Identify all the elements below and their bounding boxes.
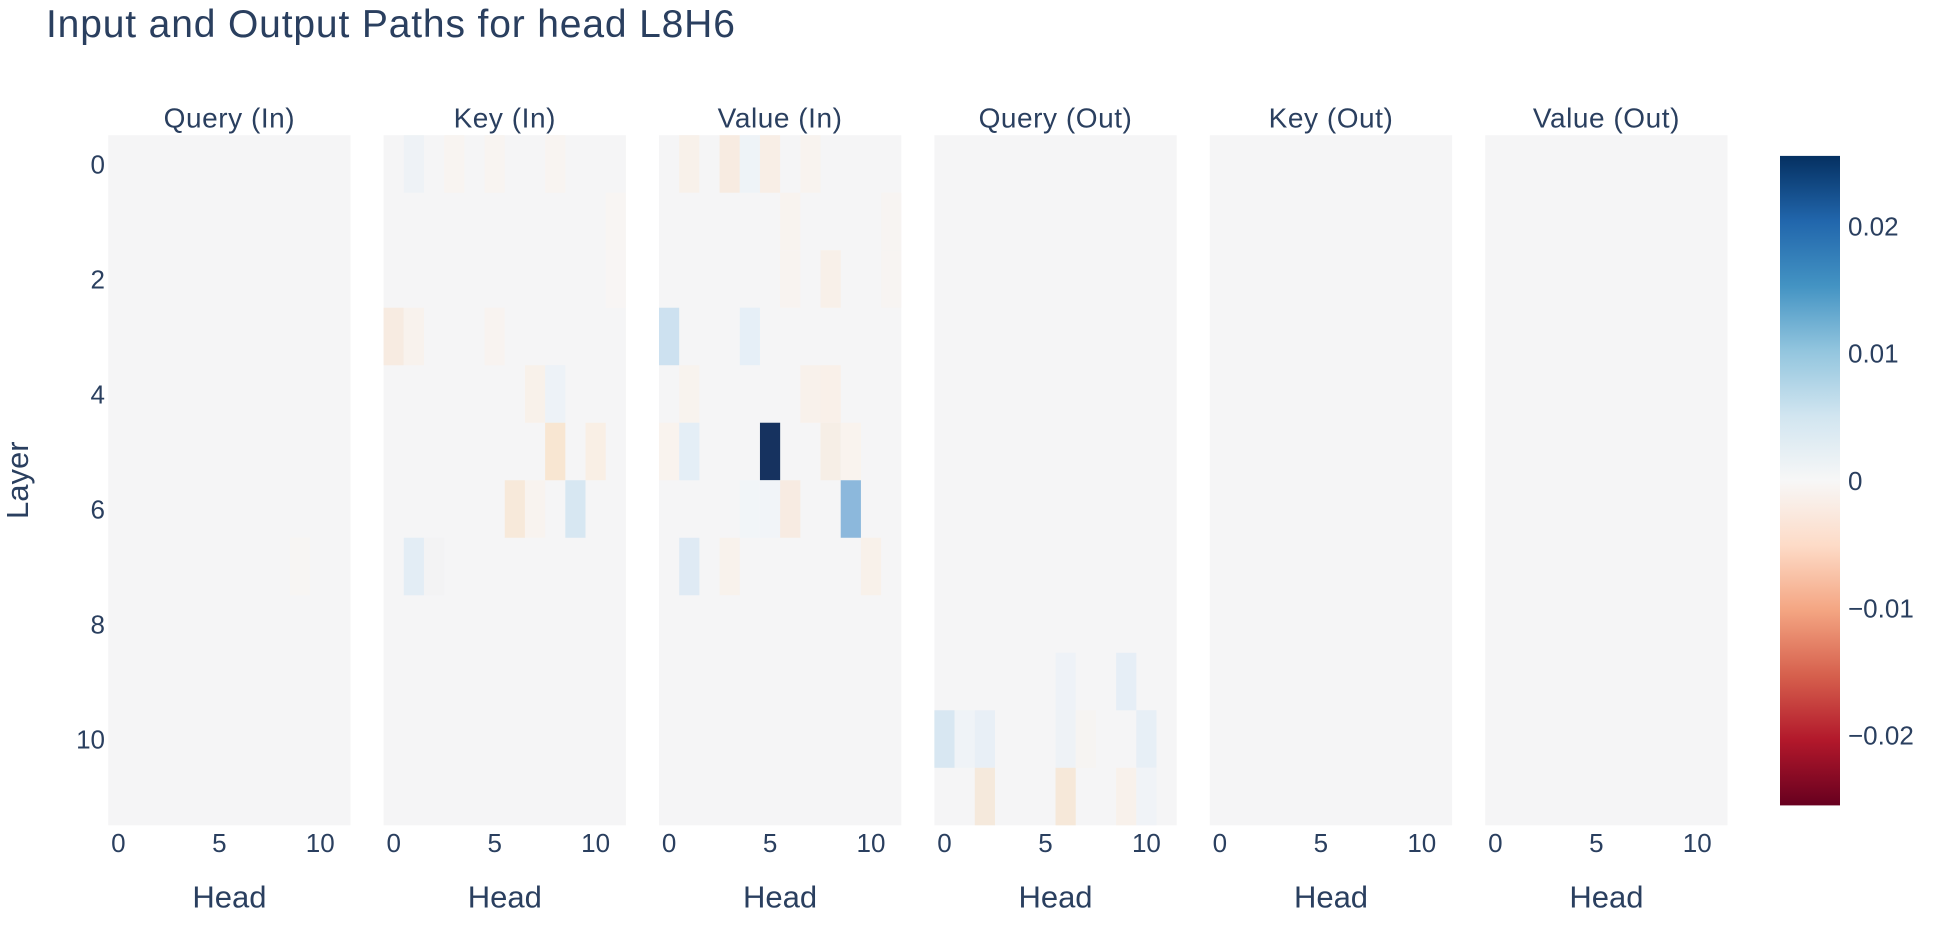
svg-text:Head: Head [1569, 880, 1643, 915]
svg-text:0: 0 [1488, 828, 1502, 858]
svg-text:Head: Head [1294, 880, 1368, 915]
svg-text:5: 5 [1038, 828, 1052, 858]
svg-text:Head: Head [192, 880, 266, 915]
svg-text:Query (In): Query (In) [164, 103, 296, 134]
svg-text:0: 0 [1848, 466, 1862, 496]
svg-text:0: 0 [91, 149, 105, 179]
svg-text:5: 5 [1314, 828, 1328, 858]
svg-text:10: 10 [76, 724, 105, 754]
svg-text:5: 5 [1589, 828, 1603, 858]
svg-text:Head: Head [468, 880, 542, 915]
svg-text:−0.02: −0.02 [1848, 721, 1914, 751]
svg-text:−0.01: −0.01 [1848, 593, 1914, 623]
svg-text:2: 2 [91, 264, 105, 294]
svg-text:Value (In): Value (In) [718, 103, 843, 134]
svg-text:Key (Out): Key (Out) [1269, 103, 1394, 134]
svg-text:0: 0 [386, 828, 400, 858]
svg-text:4: 4 [91, 379, 105, 409]
svg-text:0: 0 [662, 828, 676, 858]
svg-text:10: 10 [1407, 828, 1436, 858]
svg-text:0.02: 0.02 [1848, 211, 1899, 241]
svg-text:Query (Out): Query (Out) [979, 103, 1133, 134]
svg-text:Value (Out): Value (Out) [1533, 103, 1680, 134]
svg-text:10: 10 [1683, 828, 1712, 858]
svg-text:6: 6 [91, 494, 105, 524]
svg-text:Input and Output Paths for hea: Input and Output Paths for head L8H6 [46, 3, 736, 46]
svg-text:Key (In): Key (In) [454, 103, 556, 134]
svg-text:10: 10 [857, 828, 886, 858]
svg-text:5: 5 [487, 828, 501, 858]
svg-text:Head: Head [743, 880, 817, 915]
svg-text:5: 5 [763, 828, 777, 858]
svg-text:0: 0 [1213, 828, 1227, 858]
svg-text:8: 8 [91, 609, 105, 639]
svg-text:0.01: 0.01 [1848, 339, 1899, 369]
svg-text:0: 0 [111, 828, 125, 858]
svg-text:0: 0 [937, 828, 951, 858]
svg-text:5: 5 [212, 828, 226, 858]
svg-text:10: 10 [306, 828, 335, 858]
svg-text:10: 10 [581, 828, 610, 858]
svg-text:Layer: Layer [0, 441, 35, 519]
svg-text:Head: Head [1018, 880, 1092, 915]
svg-text:10: 10 [1132, 828, 1161, 858]
